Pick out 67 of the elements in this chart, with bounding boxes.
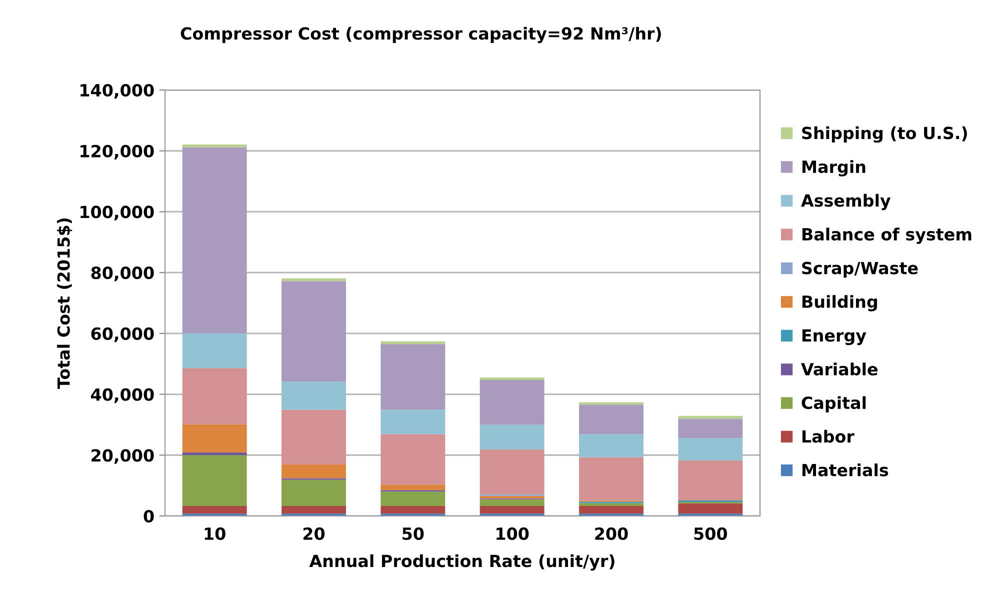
bar (380, 341, 446, 344)
bar (678, 438, 743, 460)
bar (182, 452, 247, 456)
bar (380, 506, 446, 514)
bar (480, 449, 544, 494)
legend-label: Energy (802, 329, 866, 346)
bar (182, 147, 247, 334)
bar (480, 499, 544, 506)
bar (579, 402, 644, 405)
bar (480, 424, 544, 450)
y-tick-label: 60,000 (91, 327, 154, 342)
bar (182, 455, 247, 506)
bar (579, 404, 644, 434)
legend-label: Scrap/Waste (802, 262, 918, 278)
bar (282, 506, 346, 514)
bar (182, 506, 247, 514)
y-tick-label: 20,000 (92, 449, 154, 464)
bar (579, 457, 644, 501)
bar (380, 410, 446, 434)
bar (480, 380, 544, 425)
bar (380, 344, 446, 410)
legend-label: Capital (802, 396, 866, 412)
bar (678, 418, 743, 438)
y-tick-label: 100,000 (80, 206, 154, 220)
bar (380, 434, 446, 485)
chart-title: Compressor Cost (compressor capacity=92 Nm³/hr) (180, 26, 661, 44)
legend-label: Margin (802, 160, 866, 176)
bar (282, 382, 346, 410)
x-tick-label: 20 (303, 527, 325, 540)
bar (678, 416, 743, 419)
y-tick-label: 120,000 (80, 144, 154, 160)
bar (380, 484, 446, 490)
x-tick-label: 50 (402, 527, 424, 540)
bar (480, 496, 544, 498)
bar (282, 281, 346, 382)
legend-label: Materials (802, 463, 888, 476)
bar (678, 503, 743, 514)
bar (182, 368, 247, 424)
legend-label: Balance of system (802, 228, 972, 244)
bar (579, 434, 644, 458)
bar (282, 480, 346, 506)
legend-label: Building (802, 295, 877, 312)
y-tick-label: 140,000 (80, 84, 154, 99)
x-tick-label: 100 (496, 527, 529, 540)
bar (579, 506, 644, 514)
y-axis-title: Total Cost (2015$) (56, 218, 72, 389)
y-tick-label: 80,000 (91, 266, 154, 282)
x-tick-label: 10 (204, 527, 226, 540)
legend-label: Labor (802, 430, 854, 443)
x-axis-title: Annual Production Rate (unit/yr) (309, 554, 614, 571)
bar (282, 278, 346, 282)
y-tick-label: 0 (144, 510, 154, 523)
bar (182, 144, 247, 148)
bar (282, 410, 346, 464)
bar (182, 424, 247, 452)
bar (182, 333, 247, 368)
legend-label: Variable (801, 362, 878, 376)
bar (480, 506, 544, 514)
x-tick-label: 200 (595, 527, 628, 540)
legend-label: Assembly (801, 194, 891, 210)
y-tick-label: 40,000 (91, 388, 154, 403)
legend-label: Shipping (to U.S.) (802, 126, 967, 143)
bar (678, 460, 743, 500)
bar (380, 492, 446, 506)
bar (282, 464, 346, 478)
bar (579, 503, 644, 506)
x-tick-label: 500 (694, 527, 728, 540)
